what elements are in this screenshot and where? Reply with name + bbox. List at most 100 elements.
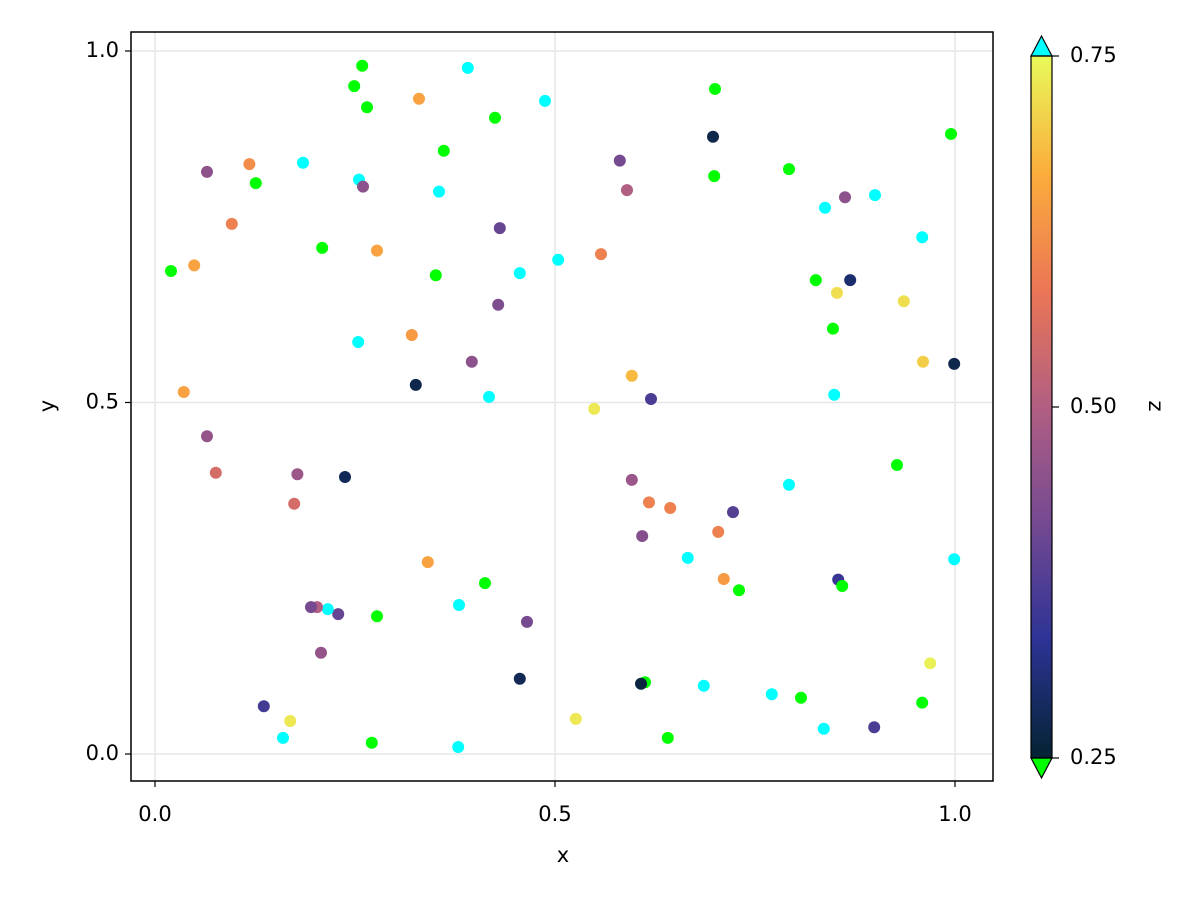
y-tick-label: 0.5 [86, 389, 119, 413]
plot-frame [130, 31, 994, 782]
point [948, 357, 961, 370]
x-tick-label: 0.5 [538, 802, 571, 826]
point [817, 722, 830, 735]
point [891, 459, 903, 472]
x-tick-label: 0.0 [138, 802, 171, 826]
point [869, 189, 881, 202]
point [613, 154, 626, 167]
point [636, 530, 649, 543]
point [819, 201, 831, 214]
point [783, 478, 795, 491]
point [897, 295, 910, 308]
point [371, 244, 383, 257]
point [492, 298, 505, 311]
point [437, 144, 450, 157]
point [625, 473, 638, 486]
point [552, 253, 565, 266]
point [539, 94, 551, 107]
point [225, 217, 238, 230]
point [356, 59, 369, 72]
point [916, 231, 929, 244]
point [453, 598, 465, 611]
point [844, 274, 857, 287]
colorbar-highclip [1030, 34, 1053, 57]
point [483, 390, 495, 403]
x-tick-label: 1.0 [938, 802, 971, 826]
point [664, 501, 677, 514]
point [291, 468, 304, 481]
point [479, 577, 491, 590]
point [348, 80, 361, 93]
point [733, 584, 745, 597]
point [461, 61, 474, 74]
point [433, 185, 445, 198]
point [917, 355, 929, 368]
point [315, 646, 327, 659]
point [249, 177, 262, 190]
point [421, 556, 434, 569]
point [727, 506, 739, 519]
point [681, 551, 694, 564]
point [452, 740, 465, 753]
point [413, 92, 425, 105]
point [371, 610, 383, 623]
point [697, 679, 710, 692]
point [316, 241, 329, 254]
colorbar [1031, 56, 1052, 758]
point [493, 222, 506, 235]
point [429, 269, 442, 282]
point [712, 525, 725, 538]
point [277, 731, 289, 744]
point [357, 180, 369, 193]
point [569, 712, 582, 725]
point [827, 322, 839, 335]
point [257, 700, 270, 713]
point [708, 170, 721, 183]
colorbar-label: z [1144, 400, 1168, 411]
y-axis-label: y [35, 400, 59, 412]
colorbar-tick-label: 0.75 [1070, 43, 1117, 67]
point [809, 274, 822, 287]
point [783, 163, 795, 176]
point [209, 466, 222, 479]
point [709, 82, 721, 95]
point [165, 265, 177, 278]
point [948, 553, 961, 566]
point [839, 191, 851, 204]
point [352, 336, 365, 349]
point [321, 603, 334, 616]
point [795, 691, 807, 704]
point [243, 158, 256, 171]
point [836, 579, 849, 592]
colorbar-tick-label: 0.50 [1070, 394, 1117, 418]
colorbar-lowclip [1030, 757, 1053, 780]
point [297, 156, 309, 169]
y-tick-label: 1.0 [86, 38, 119, 62]
point [201, 430, 213, 443]
point [707, 130, 719, 143]
colorbar-tick-label: 0.25 [1070, 745, 1117, 769]
point [831, 286, 843, 299]
point [625, 369, 638, 382]
point [645, 392, 657, 405]
point [513, 267, 526, 280]
point [339, 471, 351, 484]
point [288, 497, 301, 510]
point [284, 714, 297, 727]
point [405, 329, 418, 342]
point [188, 259, 201, 272]
point [588, 402, 601, 415]
point [635, 677, 647, 690]
point [465, 355, 478, 368]
x-axis-label: x [557, 843, 569, 867]
point [521, 615, 533, 628]
point [868, 721, 881, 734]
point [201, 165, 213, 178]
point [661, 731, 674, 744]
y-tick-label: 0.0 [86, 741, 119, 765]
point [621, 184, 633, 197]
point [765, 688, 778, 701]
point [409, 378, 422, 391]
